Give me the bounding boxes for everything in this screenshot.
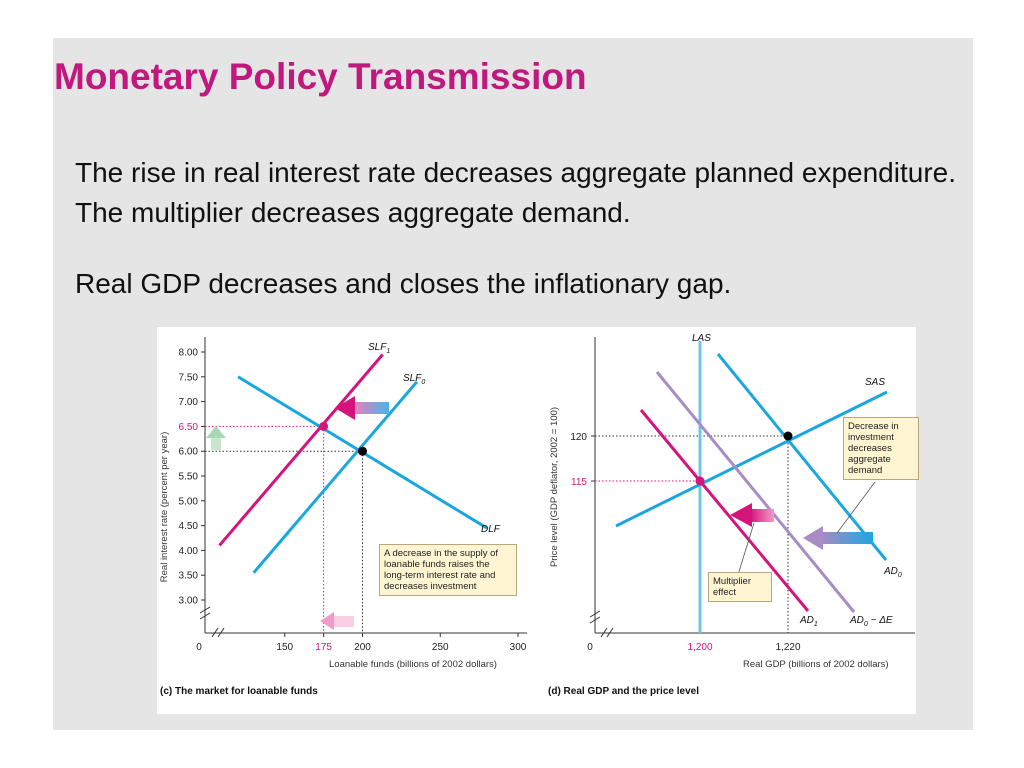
d-shift-arrow-multiplier [730, 503, 774, 527]
d-label-ad0-de: AD0 − ΔE [849, 615, 893, 628]
d-xtick-0: 0 [587, 642, 593, 653]
c-ytick-label: 5.00 [179, 496, 199, 507]
c-guides [205, 425, 363, 633]
d-x-break [600, 627, 614, 638]
c-x-break [211, 627, 225, 638]
c-equilibrium-new [319, 421, 329, 431]
c-xtick-label: 175 [315, 642, 332, 653]
slide-title: Monetary Policy Transmission [54, 56, 587, 97]
c-ytick-label: 5.50 [179, 472, 199, 483]
paragraph-gdp: Real GDP decreases and closes the inflat… [75, 268, 732, 299]
c-xtick-label: 150 [276, 642, 293, 653]
d-ylabel: Price level (GDP deflator, 2002 = 100) [549, 407, 560, 567]
c-equilibrium-initial [358, 446, 367, 456]
c-y-break [199, 606, 211, 620]
c-xtick-label: 300 [510, 642, 527, 653]
d-note-pointer-investment [836, 481, 876, 534]
chart-d: 120 115 0 1,200 1,220 LAS SAS AD0 AD0 − … [549, 333, 915, 670]
c-ytick-label: 7.50 [179, 372, 199, 383]
d-label-ad0: AD0 [883, 566, 902, 579]
figure-panel: 3.00 3.50 4.00 4.50 5.00 5.50 6.00 6.50 7.00 7.50… [157, 327, 919, 714]
d-curve-ad0-de [655, 371, 856, 613]
c-curve-slf1 [218, 353, 384, 547]
c-ytick-label: 3.00 [179, 596, 199, 607]
charts-svg: 3.00 3.50 4.00 4.50 5.00 5.50 6.00 6.50 7.00 7.50… [159, 333, 915, 670]
c-caption: (c) The market for loanable funds [160, 686, 318, 697]
c-curve-slf0 [252, 380, 419, 574]
d-note-investment: Decrease in investment decreases aggrega… [843, 417, 919, 480]
d-equilibrium-initial [783, 431, 793, 441]
c-ytick-label: 7.00 [179, 397, 199, 408]
d-xtick-1220: 1,220 [775, 642, 800, 653]
c-label-dlf: DLF [481, 524, 501, 535]
d-curve-ad0 [716, 353, 888, 561]
c-label-slf1: SLF1 [368, 342, 390, 355]
d-caption: (d) Real GDP and the price level [548, 686, 699, 697]
c-xlabel: Loanable funds (billions of 2002 dollars… [329, 659, 497, 670]
chart-c: 3.00 3.50 4.00 4.50 5.00 5.50 6.00 6.50 7.00 7.50… [159, 337, 527, 670]
d-curve-ad1 [639, 409, 810, 612]
c-ytick-label: 8.00 [179, 348, 199, 359]
d-equilibrium-new [695, 476, 705, 486]
c-ytick-label: 4.50 [179, 521, 199, 532]
c-points [319, 421, 367, 456]
c-ylabel: Real interest rate (percent per year) [159, 432, 170, 582]
d-xlabel: Real GDP (billions of 2002 dollars) [743, 659, 889, 670]
c-ytick-label: 4.00 [179, 546, 199, 557]
d-shift-arrow-investment [803, 526, 873, 550]
c-x-ticks: 0 150 175 200 250 300 [196, 633, 527, 653]
c-label-slf0: SLF0 [403, 373, 425, 386]
c-shift-arrow [335, 396, 389, 420]
d-label-ad1: AD1 [799, 615, 818, 628]
c-curves [218, 353, 488, 574]
c-xtick-label: 0 [196, 642, 202, 653]
c-xtick-label: 250 [432, 642, 449, 653]
c-xtick-label: 200 [354, 642, 371, 653]
c-rate-arrow [206, 426, 226, 450]
c-ytick-label: 6.50 [179, 422, 199, 433]
c-y-ticks: 3.00 3.50 4.00 4.50 5.00 5.50 6.00 6.50 7.00 7.50… [179, 348, 205, 607]
paragraph-expenditure: The rise in real interest rate decreases… [75, 157, 956, 228]
d-label-las: LAS [692, 333, 711, 344]
d-y-break [589, 610, 601, 624]
d-xtick-1200: 1,200 [687, 642, 712, 653]
d-ytick-120: 120 [570, 432, 587, 443]
d-label-sas: SAS [865, 377, 885, 388]
d-note-pointer-multiplier [736, 522, 755, 579]
d-note-multiplier: Multiplier effect [708, 572, 772, 602]
c-note-box: A decrease in the supply of loanable fun… [379, 544, 517, 596]
c-funds-arrow [320, 612, 354, 630]
c-ytick-label: 6.00 [179, 447, 199, 458]
c-ytick-label: 3.50 [179, 571, 199, 582]
d-curve-sas [615, 390, 888, 528]
d-ytick-115: 115 [571, 477, 587, 488]
